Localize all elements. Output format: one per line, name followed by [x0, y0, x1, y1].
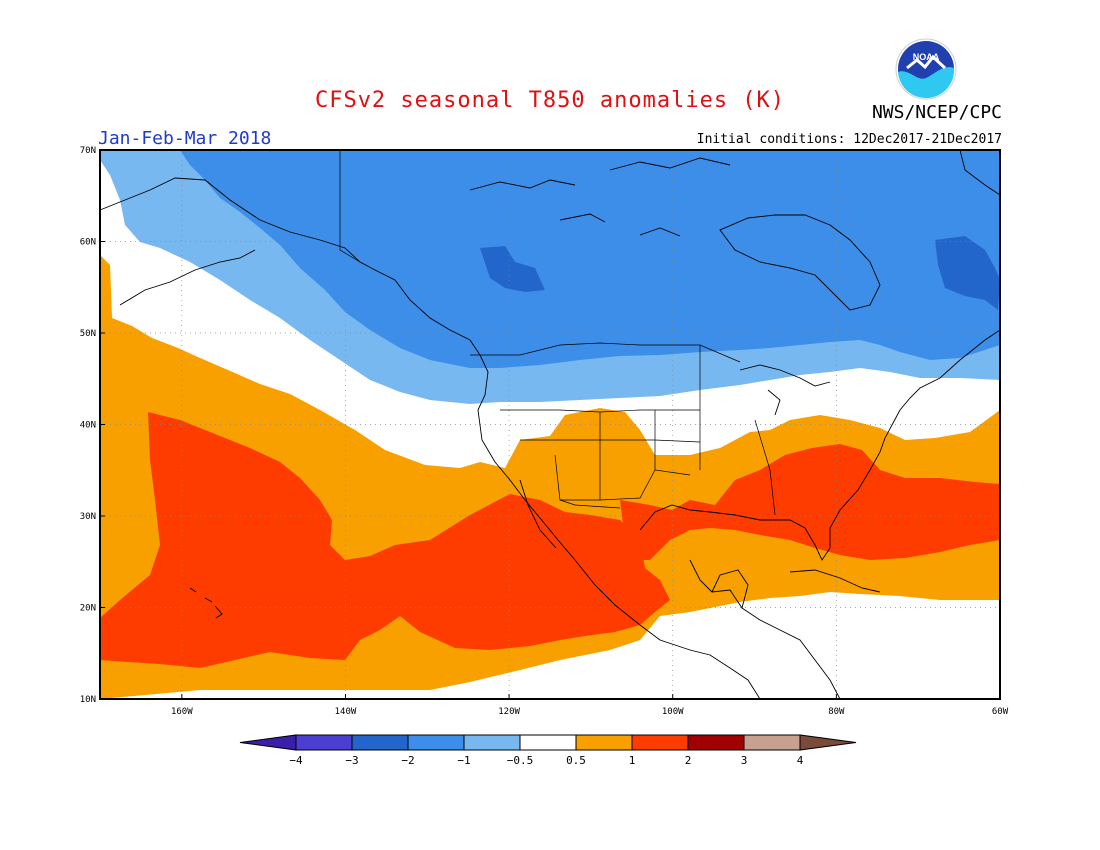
- anomaly-region-darkblue-labrador: [935, 236, 1000, 310]
- longitude-label: 80W: [828, 707, 845, 717]
- period-label: Jan-Feb-Mar 2018: [98, 128, 272, 149]
- colorbar-swatch: [631, 734, 689, 751]
- anomaly-region-blue: [180, 150, 1000, 368]
- colorbar-swatch: [407, 734, 465, 751]
- colorbar-tick-label: −1: [457, 754, 470, 767]
- longitude-label: 160W: [171, 707, 193, 717]
- colorbar-tick-label: 1: [629, 754, 636, 767]
- anomaly-region-darkblue-nunavut: [480, 246, 545, 292]
- longitude-labels: 160W 140W 120W 100W 80W 60W: [171, 694, 1009, 717]
- colorbar-arrow-high: [799, 734, 857, 751]
- anomaly-region-red-pacific: [100, 412, 670, 668]
- latitude-label: 40N: [80, 421, 96, 431]
- colorbar-tick-label: −3: [345, 754, 358, 767]
- colorbar-tick-label: 2: [685, 754, 692, 767]
- latitude-labels: 70N 60N 50N 40N 30N 20N 10N: [80, 146, 105, 705]
- colorbar-swatch: [575, 734, 633, 751]
- latitude-label: 20N: [80, 604, 96, 614]
- political-boundaries: [339, 150, 776, 516]
- coastlines: [99, 149, 1001, 700]
- colorbar: −4 −3 −2 −1 −0.5 0.5 1 2 3 4: [239, 734, 857, 767]
- svg-text:NOAA: NOAA: [913, 52, 940, 62]
- colorbar-swatch: [463, 734, 521, 751]
- chart-title: CFSv2 seasonal T850 anomalies (K): [314, 88, 786, 113]
- colorbar-swatch: [351, 734, 409, 751]
- colorbar-swatch: [519, 734, 577, 751]
- latitude-label: 70N: [80, 146, 96, 156]
- colorbar-tick-label: −4: [289, 754, 303, 767]
- longitude-label: 60W: [992, 707, 1009, 717]
- latitude-label: 60N: [80, 238, 96, 248]
- grid-lines: [100, 150, 1000, 699]
- longitude-label: 140W: [335, 707, 357, 717]
- colorbar-tick-label: 0.5: [566, 754, 586, 767]
- longitude-label: 120W: [498, 707, 520, 717]
- colorbar-tick-label: −0.5: [507, 754, 534, 767]
- latitude-label: 30N: [80, 512, 96, 522]
- colorbar-tick-label: 4: [797, 754, 804, 767]
- latitude-label: 10N: [80, 695, 96, 705]
- colorbar-arrow-low: [239, 734, 297, 751]
- noaa-logo: NOAA: [895, 38, 957, 100]
- agency-label: NWS/NCEP/CPC: [871, 102, 1002, 123]
- latitude-label: 50N: [80, 329, 96, 339]
- colorbar-swatch: [295, 734, 353, 751]
- colorbar-swatch: [743, 734, 801, 751]
- colorbar-tick-label: −2: [401, 754, 414, 767]
- longitude-label: 100W: [662, 707, 684, 717]
- anomaly-region-red-southeast: [620, 444, 1000, 560]
- colorbar-swatch: [687, 734, 745, 751]
- initial-conditions-label: Initial conditions: 12Dec2017-21Dec2017: [696, 132, 1002, 147]
- colorbar-tick-label: 3: [741, 754, 748, 767]
